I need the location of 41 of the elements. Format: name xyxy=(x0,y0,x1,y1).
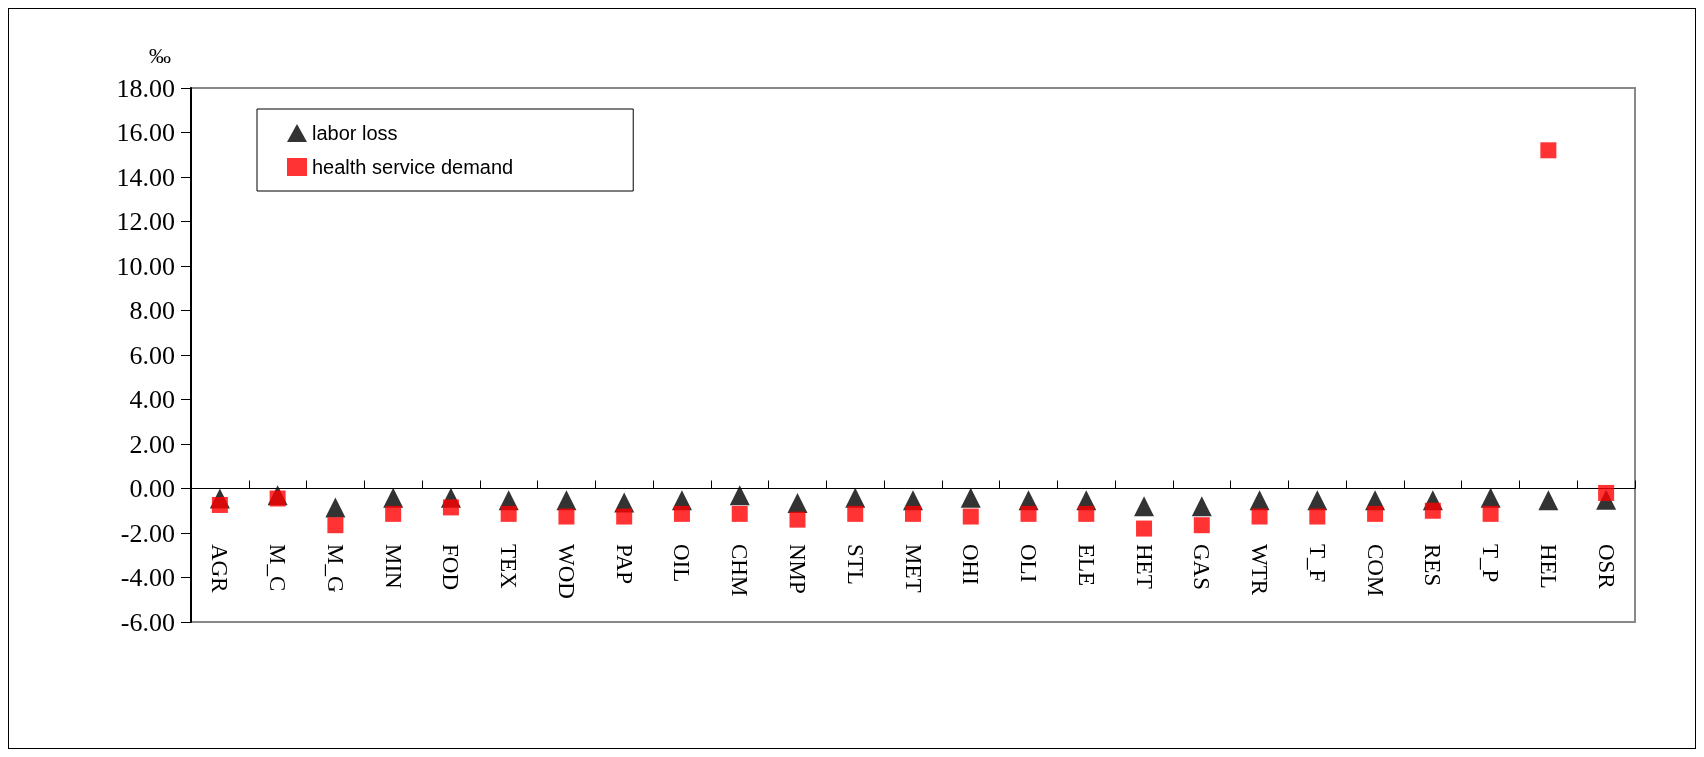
x-tick-label: WTR xyxy=(1247,544,1273,596)
x-tick-label: OHI xyxy=(958,544,984,585)
x-tick-label: FOD xyxy=(438,544,464,591)
y-tick-label: 2.00 xyxy=(129,429,175,459)
y-tick-label: -2.00 xyxy=(120,518,175,548)
x-tick-label: OSR xyxy=(1593,544,1619,590)
y-tick-label: 8.00 xyxy=(129,296,175,325)
y-tick-label: -4.00 xyxy=(120,563,175,592)
x-tick-label: CHM xyxy=(727,544,753,597)
x-tick-label: COM xyxy=(1362,544,1388,597)
y-tick-label: -6.00 xyxy=(120,607,175,637)
y-tick-label: 12.00 xyxy=(116,207,175,236)
x-tick-label: M_G xyxy=(322,544,348,593)
x-tick-label: RES xyxy=(1420,544,1446,587)
y-tick-label: 18.00 xyxy=(116,73,175,103)
x-tick-label: MET xyxy=(900,544,926,593)
y-tick-label: 14.00 xyxy=(116,162,175,192)
x-tick-label: TEX xyxy=(496,544,522,590)
y-tick-label: 16.00 xyxy=(116,118,175,147)
x-tick-label: WOD xyxy=(553,544,579,599)
legend-label: labor loss xyxy=(312,122,398,144)
x-tick-label: T_P xyxy=(1478,544,1504,583)
x-tick-label: STL xyxy=(842,544,868,585)
x-tick-label: GAS xyxy=(1189,544,1215,591)
y-tick-label: 0.00 xyxy=(129,474,175,503)
x-tick-label: ELE xyxy=(1073,544,1099,587)
x-tick-label: NMP xyxy=(784,544,810,594)
legend-label: health service demand xyxy=(312,156,514,178)
x-tick-label: MIN xyxy=(380,544,406,590)
y-tick-label: 10.00 xyxy=(116,251,175,281)
x-tick-label: T_F xyxy=(1304,544,1330,583)
y-tick-label: 6.00 xyxy=(129,340,175,370)
x-tick-label: HEL xyxy=(1535,544,1561,589)
x-tick-label: AGR xyxy=(207,544,233,594)
x-tick-label: OLI xyxy=(1016,544,1042,583)
x-tick-label: OIL xyxy=(669,544,695,583)
x-tick-label: M_C xyxy=(265,544,291,592)
x-tick-label: PAP xyxy=(611,544,637,585)
y-axis-title: ‰ xyxy=(149,42,171,68)
y-tick-label: 4.00 xyxy=(129,385,175,414)
x-tick-label: HET xyxy=(1131,544,1157,589)
